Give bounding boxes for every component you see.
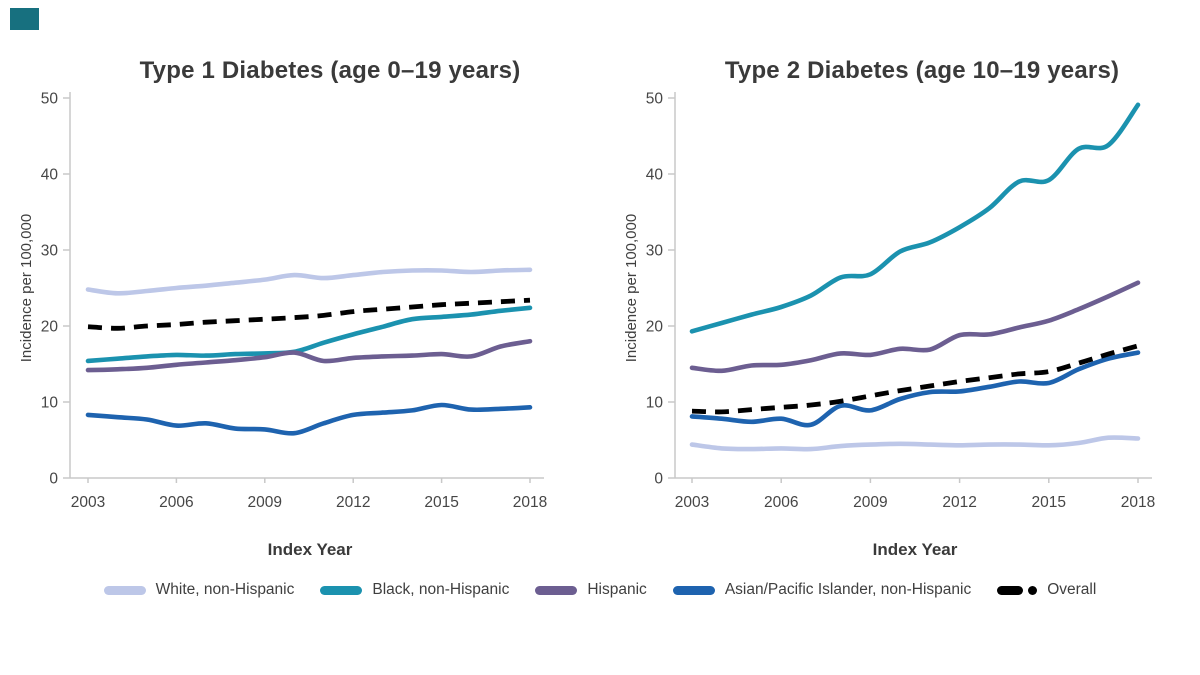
svg-text:10: 10 (41, 395, 59, 412)
chart-title-type2: Type 2 Diabetes (age 10–19 years) (724, 57, 1120, 84)
svg-text:10: 10 (646, 395, 664, 412)
svg-text:20: 20 (646, 319, 664, 336)
legend-label: Asian/Pacific Islander, non-Hispanic (724, 581, 972, 598)
svg-text:50: 50 (41, 91, 59, 108)
black-series-swatch (320, 585, 363, 595)
legend-item-white-non-hispanic: White, non-Hispanic (103, 581, 295, 599)
legend-item-hispanic: Hispanic (535, 581, 647, 599)
legend-label: Black, non-Hispanic (372, 581, 510, 598)
x-axis-label-type2: Index Year (872, 540, 958, 559)
svg-text:2006: 2006 (159, 494, 193, 511)
type1-plot-area: 0 10 20 30 40 50 2003 2006 2009 2012 2015 2018 (41, 91, 547, 512)
legend: White, non-Hispanic Black, non-Hispanic … (0, 577, 1200, 603)
svg-text:40: 40 (646, 167, 664, 184)
svg-text:2015: 2015 (424, 494, 458, 511)
chart-title-type1: Type 1 Diabetes (age 0–19 years) (139, 57, 521, 84)
brand-mark (10, 8, 39, 30)
svg-text:0: 0 (654, 471, 663, 488)
svg-text:30: 30 (41, 243, 59, 260)
legend-item-asian-pacific-islander: Asian/Pacific Islander, non-Hispanic (672, 581, 972, 599)
svg-text:2003: 2003 (71, 494, 105, 511)
type2-plot-area: 0 10 20 30 40 50 2003 2006 2009 2012 2015 2018 (646, 91, 1155, 512)
svg-text:2003: 2003 (675, 494, 709, 511)
svg-text:2015: 2015 (1032, 494, 1066, 511)
svg-text:2018: 2018 (513, 494, 547, 511)
legend-item-black-non-hispanic: Black, non-Hispanic (320, 581, 509, 599)
svg-text:2012: 2012 (942, 494, 976, 511)
white-series-swatch (103, 585, 146, 595)
overall-series-swatch (997, 585, 1038, 595)
legend-item-overall: Overall (997, 581, 1096, 599)
svg-text:2006: 2006 (764, 494, 798, 511)
svg-text:20: 20 (41, 319, 59, 336)
svg-text:2018: 2018 (1121, 494, 1155, 511)
svg-text:40: 40 (41, 167, 59, 184)
x-axis-label-type1: Index Year (267, 540, 353, 559)
svg-text:2009: 2009 (853, 494, 887, 511)
svg-text:2009: 2009 (248, 494, 282, 511)
svg-text:2012: 2012 (336, 494, 370, 511)
legend-label: Overall (1047, 581, 1097, 598)
hispanic-series-swatch (535, 585, 578, 595)
svg-text:30: 30 (646, 243, 664, 260)
legend-label: Hispanic (587, 581, 647, 598)
svg-text:50: 50 (646, 91, 664, 108)
svg-text:0: 0 (49, 471, 58, 488)
asian-series-swatch (672, 585, 715, 595)
legend-label: White, non-Hispanic (155, 581, 295, 598)
